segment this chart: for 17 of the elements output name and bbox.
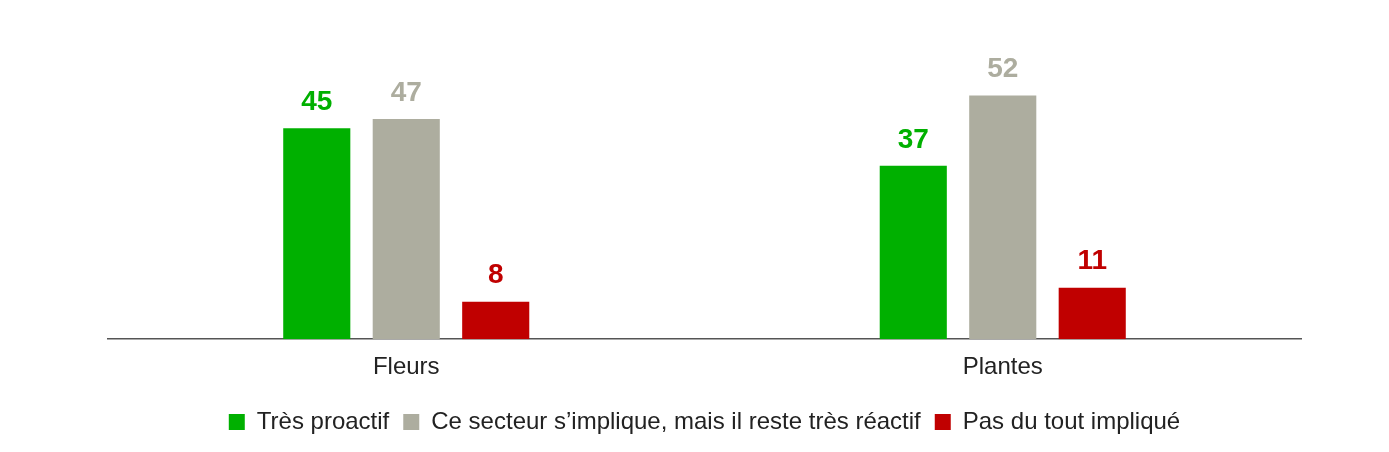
legend-label: Très proactif: [256, 406, 390, 434]
data-label: 47: [390, 75, 422, 107]
bar: [879, 165, 947, 340]
legend-label: Pas du tout impliqué: [962, 406, 1181, 434]
data-label: 37: [897, 122, 929, 154]
x-tick-label: Fleurs: [372, 352, 440, 380]
bar: [1058, 287, 1126, 340]
x-tick-label: Plantes: [962, 352, 1043, 380]
data-label: 52: [987, 52, 1019, 84]
data-label: 11: [1077, 244, 1108, 276]
bar: [969, 95, 1037, 340]
bar: [462, 301, 530, 340]
bar: [283, 128, 351, 340]
bar: [372, 118, 440, 340]
data-label: 8: [487, 258, 504, 290]
legend-label: Ce secteur s’implique, mais il reste très réactif: [431, 406, 922, 434]
data-label: 45: [301, 85, 333, 117]
